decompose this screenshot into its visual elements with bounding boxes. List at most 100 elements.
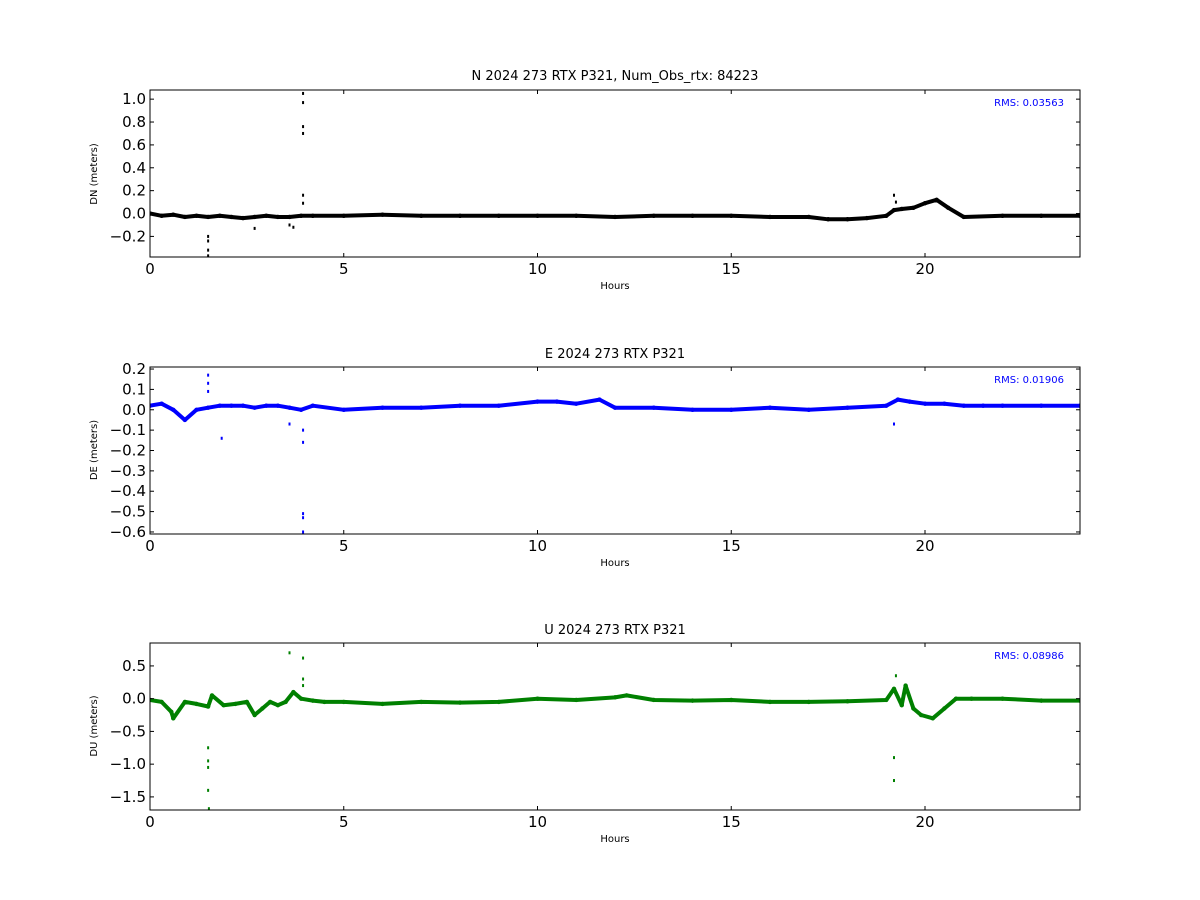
y-tick-label: 0.2 (122, 360, 146, 378)
data-point (298, 407, 304, 412)
y-tick-label: 0.4 (122, 159, 146, 177)
data-point (1000, 403, 1005, 408)
data-point (884, 403, 889, 408)
data-point (612, 214, 618, 220)
outlier-point (207, 234, 210, 238)
data-point (690, 407, 695, 412)
data-point (624, 693, 629, 698)
x-tick-label: 10 (528, 813, 547, 831)
data-point (918, 712, 924, 718)
x-tick-label: 5 (339, 537, 349, 555)
y-tick-label: −0.4 (110, 482, 146, 500)
data-point (651, 697, 656, 703)
data-point (953, 696, 959, 701)
panel-up: U 2024 273 RTX P321 0 5 10 15 20 −1.5 −1.0 −0.5… (89, 623, 1081, 845)
data-point (1039, 213, 1044, 219)
outlier-point (207, 765, 210, 769)
data-point (275, 703, 281, 708)
x-tick-label: 20 (915, 813, 934, 831)
y-tick-label: 0.0 (122, 205, 146, 223)
data-point (252, 712, 257, 718)
data-point (457, 700, 463, 705)
data-point (891, 207, 897, 213)
axes-north: 0 5 10 15 20 −0.2 0.0 0.2 0.4 0.6 0.8 1.0 (110, 89, 1081, 278)
x-tick-label: 0 (145, 260, 155, 278)
data-point (911, 706, 916, 711)
y-tick-label: −0.2 (110, 227, 146, 245)
outlier-point (893, 193, 895, 197)
data-point (891, 686, 897, 692)
data-point (264, 403, 269, 408)
data-point (961, 214, 966, 220)
data-layer (150, 91, 1080, 257)
data-point (767, 699, 773, 705)
x-tick-label: 0 (145, 813, 155, 831)
x-tick-label: 0 (145, 537, 155, 555)
data-point (194, 407, 199, 412)
outlier-point (220, 436, 223, 440)
data-point (457, 403, 463, 408)
data-point (899, 703, 904, 708)
outlier-point (302, 512, 305, 516)
data-point (884, 213, 889, 219)
data-point (171, 716, 176, 721)
x-tick-label: 10 (528, 537, 547, 555)
data-point (298, 213, 304, 219)
data-point (845, 405, 850, 410)
data-point (496, 213, 501, 219)
data-point (171, 407, 176, 412)
x-tick-label: 20 (915, 537, 934, 555)
data-point (864, 215, 870, 221)
y-tick-label: −0.6 (110, 523, 146, 541)
outlier-point (207, 759, 210, 763)
data-point (159, 213, 164, 219)
data-point (597, 397, 602, 402)
data-point (182, 214, 188, 220)
data-point (969, 696, 974, 701)
data-point (341, 699, 346, 705)
data-point (1077, 213, 1080, 219)
outlier-point (893, 756, 895, 760)
data-point (496, 699, 501, 705)
data-point (264, 213, 269, 219)
outlier-point (302, 131, 305, 135)
data-point (1077, 403, 1080, 408)
data-point (267, 699, 273, 705)
y-tick-label: 0.8 (122, 113, 146, 131)
outlier-point (302, 656, 305, 660)
data-point (260, 706, 265, 711)
data-point (419, 213, 424, 219)
y-tick-label: 0.5 (122, 657, 146, 675)
data-point (980, 403, 986, 408)
outlier-point (288, 651, 291, 655)
outlier-point (207, 254, 210, 257)
data-point (252, 214, 257, 220)
data-point (729, 697, 734, 703)
data-point (496, 403, 501, 408)
x-axis-label: Hours (600, 281, 629, 292)
data-point (341, 407, 346, 412)
data-point (922, 201, 928, 206)
data-layer (150, 373, 1080, 534)
data-point (171, 212, 176, 217)
data-point (240, 403, 246, 408)
plot-frame (149, 642, 1081, 811)
outlier-point (207, 746, 210, 750)
x-tick-label: 10 (528, 260, 547, 278)
data-point (535, 399, 540, 404)
data-point (298, 696, 304, 701)
data-point (612, 405, 618, 410)
data-point (283, 699, 288, 705)
data-point (903, 683, 908, 688)
data-point (895, 397, 901, 402)
outlier-point (302, 193, 305, 197)
outlier-point (893, 422, 895, 426)
data-point (322, 699, 327, 705)
y-tick-label: −0.2 (110, 442, 146, 460)
data-point (159, 401, 164, 406)
outlier-point (302, 125, 305, 129)
x-tick-label: 5 (339, 813, 349, 831)
y-axis-label: DU (meters) (89, 695, 100, 756)
outlier-point (288, 223, 291, 227)
data-point (240, 215, 246, 221)
